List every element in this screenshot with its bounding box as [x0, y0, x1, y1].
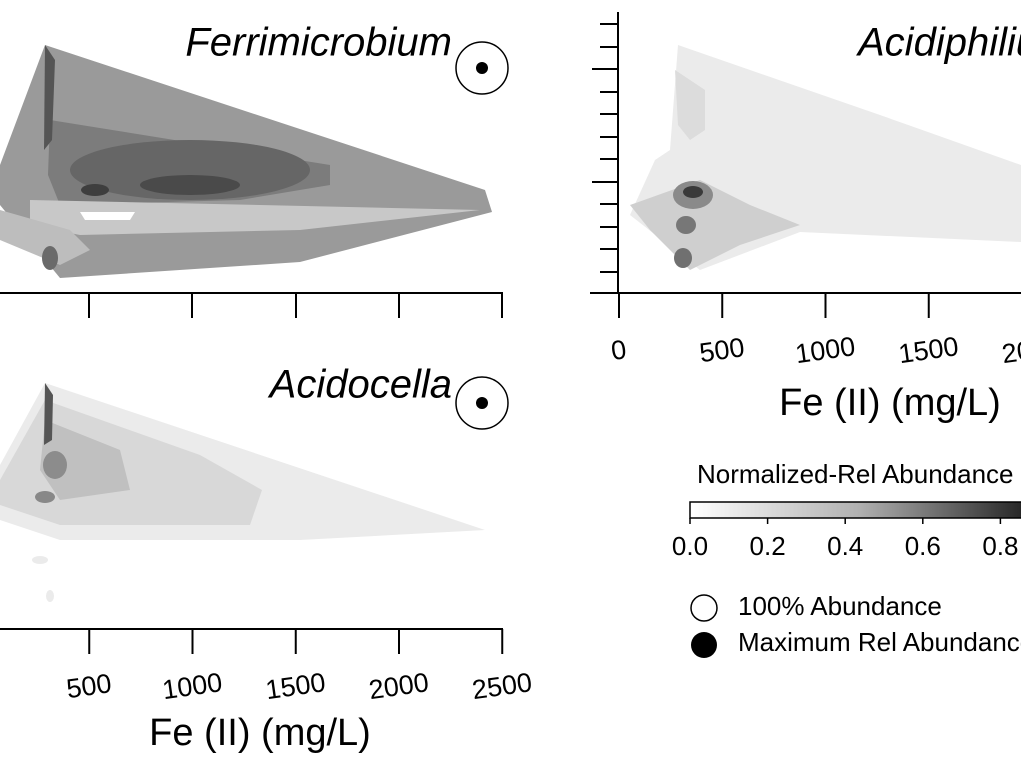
x-tick-label: 500	[65, 668, 114, 704]
x-axis-label: Fe (II) (mg/L)	[779, 382, 1001, 424]
panel-title: Acidiphilium	[856, 21, 1021, 65]
axes	[590, 12, 1021, 294]
panel-title: Ferrimicrobium	[185, 21, 452, 65]
x-tick-label: 2000	[1000, 331, 1021, 369]
max-dot	[476, 397, 488, 409]
x-tick-label: 1500	[264, 667, 328, 705]
colorbar-tick-label: 0.4	[827, 531, 863, 561]
panel-title: Acidocella	[268, 363, 452, 407]
contour-fill	[0, 383, 485, 602]
colorbar-tick-label: 0.2	[750, 531, 786, 561]
legend-label: Maximum Rel Abundance	[738, 627, 1021, 657]
colorbar-tick-label: 0.6	[905, 531, 941, 561]
x-axis	[0, 292, 503, 318]
legend-label: 100% Abundance	[738, 591, 942, 621]
x-tick-label: 1000	[793, 331, 857, 369]
x-tick-label: 1500	[897, 331, 961, 369]
x-tick-label: 2500	[470, 667, 534, 705]
x-tick-label: 500	[698, 332, 747, 368]
x-tick-label: 0	[609, 334, 628, 366]
colorbar	[689, 501, 1021, 519]
legend-symbol	[690, 594, 718, 622]
contour-fill	[0, 45, 492, 278]
x-tick-label: 1000	[160, 667, 224, 705]
x-axis-label: Fe (II) (mg/L)	[149, 712, 371, 754]
colorbar-tick-label: 0.0	[672, 531, 708, 561]
x-tick-label: 2000	[367, 667, 431, 705]
colorbar-tick-label: 0.8	[982, 531, 1018, 561]
legend-title: Normalized-Rel Abundance	[697, 459, 1014, 489]
contour-fill	[630, 45, 1021, 270]
legend-symbol	[691, 632, 717, 658]
max-dot	[476, 62, 488, 74]
